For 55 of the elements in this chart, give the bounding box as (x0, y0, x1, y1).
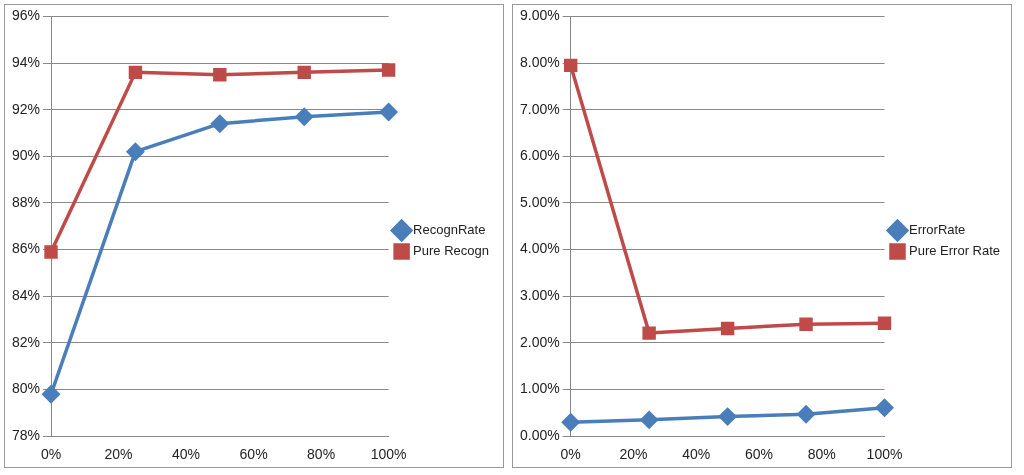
legend-label: ErrorRate (909, 222, 966, 238)
y-tick-label: 1.00% (519, 380, 560, 397)
point (297, 65, 311, 80)
legend-label: Pure Recogn (413, 243, 490, 259)
x-tick-label: 0% (560, 446, 581, 463)
x-tick-label: 80% (807, 446, 836, 463)
point (381, 63, 396, 77)
y-tick-label: 80% (11, 380, 41, 397)
point (797, 405, 815, 424)
legend-label: RecognRate (413, 222, 486, 238)
y-tick-label: 3.00% (519, 287, 560, 304)
point (564, 58, 578, 73)
x-tick-label: 0% (40, 446, 62, 463)
point (718, 407, 737, 426)
y-tick-label: 4.00% (519, 240, 560, 257)
y-tick-label: 6.00% (519, 147, 560, 164)
x-tick-label: 40% (172, 446, 201, 463)
point (720, 321, 735, 336)
point (799, 317, 813, 331)
y-tick-label: 78% (11, 427, 41, 444)
y-tick-label: 82% (11, 333, 41, 350)
point (213, 68, 227, 82)
x-tick-label: 60% (239, 446, 268, 463)
point (561, 413, 580, 431)
y-tick-label: 96% (11, 7, 41, 24)
point (128, 65, 143, 80)
point (642, 326, 656, 340)
y-tick-label: 5.00% (519, 193, 560, 210)
x-tick-label: 20% (619, 446, 648, 463)
point (211, 114, 229, 133)
y-tick-label: 86% (11, 240, 41, 257)
y-tick-label: 92% (11, 100, 41, 117)
point (379, 103, 398, 121)
y-tick-label: 8.00% (519, 53, 560, 70)
point (877, 316, 892, 331)
y-tick-label: 88% (11, 193, 41, 210)
y-tick-label: 90% (11, 147, 41, 164)
y-tick-label: 84% (11, 287, 41, 304)
point (640, 411, 658, 429)
y-tick-label: 7.00% (519, 100, 560, 117)
x-tick-label: 100% (370, 446, 407, 463)
y-tick-label: 0.00% (519, 427, 560, 444)
legend-label: Pure Error Rate (909, 243, 1001, 259)
y-tick-label: 94% (11, 53, 41, 70)
y-tick-label: 2.00% (519, 333, 560, 350)
point (295, 107, 313, 126)
x-tick-label: 40% (682, 446, 711, 463)
point (875, 399, 894, 417)
point (126, 142, 145, 161)
point (42, 385, 60, 403)
y-tick-label: 9.00% (519, 7, 560, 24)
x-tick-label: 20% (104, 446, 133, 463)
x-tick-label: 100% (866, 446, 903, 463)
x-tick-label: 80% (307, 446, 336, 463)
x-tick-label: 60% (744, 446, 773, 463)
